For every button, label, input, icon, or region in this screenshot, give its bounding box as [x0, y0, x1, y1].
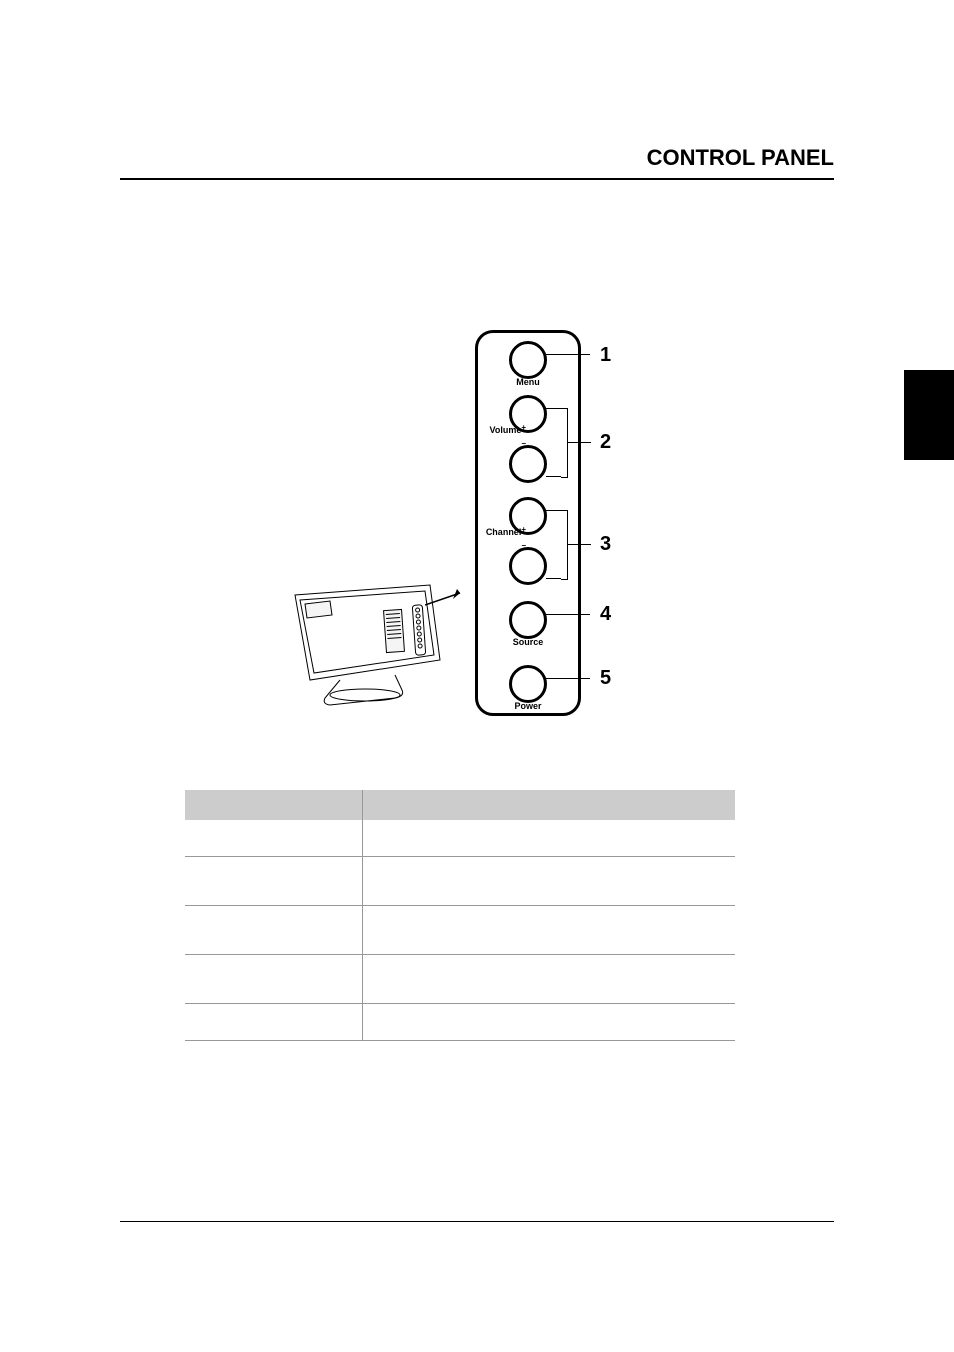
source-label: Source: [513, 637, 544, 647]
power-button[interactable]: [509, 665, 547, 703]
side-tab-marker: [904, 370, 954, 460]
tv-rear-illustration: [280, 580, 448, 715]
callout-number-5: 5: [600, 667, 611, 690]
callout-number-1: 1: [600, 344, 611, 367]
volume-label: Volume+−: [482, 425, 526, 445]
menu-label: Menu: [516, 377, 540, 387]
table-header-item: [185, 790, 363, 820]
table-row: [185, 906, 735, 955]
page-title: CONTROL PANEL: [647, 145, 834, 171]
footer-rule: [120, 1221, 834, 1222]
table-row: [185, 857, 735, 906]
menu-button[interactable]: [509, 341, 547, 379]
title-rule: [120, 178, 834, 180]
table-header-description: [363, 790, 736, 820]
channel-label: Channel+−: [480, 527, 526, 547]
channel-down-button[interactable]: [509, 547, 547, 585]
callout-number-4: 4: [600, 603, 611, 626]
table-row: [185, 820, 735, 857]
table-cell: [185, 955, 363, 1004]
table-cell: [185, 820, 363, 857]
table-cell: [185, 857, 363, 906]
table-cell: [363, 820, 736, 857]
table-header-row: [185, 790, 735, 820]
callout-arrow-icon: [425, 585, 475, 615]
table-cell: [185, 906, 363, 955]
table-cell: [363, 955, 736, 1004]
callout-line-1: [546, 354, 590, 355]
table-cell: [363, 1004, 736, 1041]
callout-line-3c: [567, 544, 591, 545]
table-cell: [185, 1004, 363, 1041]
controls-table: [185, 790, 735, 1041]
callout-line-5: [546, 678, 590, 679]
volume-down-button[interactable]: [509, 445, 547, 483]
callout-line-2a: [546, 408, 561, 409]
callout-line-3b: [546, 578, 561, 579]
callout-line-3a: [546, 510, 561, 511]
callout-number-2: 2: [600, 431, 611, 454]
callout-line-2b: [546, 476, 561, 477]
callout-line-4: [546, 614, 590, 615]
control-panel-diagram: Menu Volume+− Channel+− Source Power 1 2…: [280, 330, 700, 750]
bracket-2: [561, 408, 568, 478]
callout-line-2c: [567, 442, 591, 443]
power-label: Power: [514, 701, 541, 711]
bracket-3: [561, 510, 568, 580]
callout-number-3: 3: [600, 533, 611, 556]
table-row: [185, 1004, 735, 1041]
table-cell: [363, 906, 736, 955]
source-button[interactable]: [509, 601, 547, 639]
table-cell: [363, 857, 736, 906]
table-row: [185, 955, 735, 1004]
